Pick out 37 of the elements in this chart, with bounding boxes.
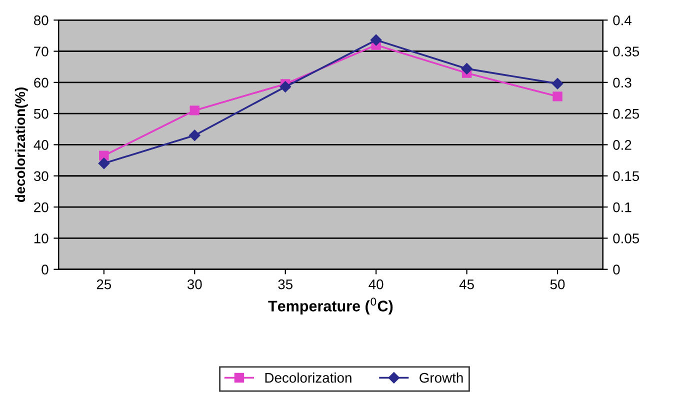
x-axis-title: Temperature ($^{0}$C) (268, 298, 393, 315)
point (98, 158, 110, 170)
point (189, 130, 200, 141)
point (552, 78, 564, 90)
y2-tick-label: 0 (613, 264, 620, 275)
x-tick-label: 30 (187, 279, 202, 290)
x-tick-label: 25 (96, 279, 112, 290)
point (461, 63, 472, 74)
y-tick-label: 40 (34, 140, 48, 150)
y2-tick-label: 0.05 (613, 234, 640, 244)
x-tick-label: 35 (278, 279, 293, 290)
y2-tick-label: 0.2 (613, 140, 632, 150)
y-tick-label: 50 (34, 108, 48, 119)
x-tick-label: 45 (459, 280, 474, 290)
y2-tick-label: 0.3 (613, 78, 632, 88)
point (552, 92, 562, 102)
y-tick-label: 80 (34, 15, 48, 26)
y2-tick-label: 0.15 (613, 171, 640, 182)
point (370, 34, 382, 46)
y2-tick-label: 0.35 (613, 46, 640, 56)
x-tick-label: 50 (550, 279, 565, 290)
legend-label: Decolorization (265, 372, 352, 383)
y-tick-label: 60 (34, 78, 48, 88)
y-axis-title: decolorization(%) (14, 88, 28, 202)
legend-label: Growth (420, 372, 463, 383)
y2-tick-label: 0.4 (613, 15, 632, 26)
y-tick-label: 20 (34, 202, 48, 212)
y2-tick-label: 0.25 (613, 108, 640, 119)
y-tick-label: 0 (42, 264, 48, 275)
x-tick-label: 40 (368, 279, 384, 290)
y-tick-label: 10 (34, 234, 48, 244)
point (280, 81, 291, 92)
y2-tick-label: 0.1 (613, 202, 632, 212)
y-tick-label: 30 (34, 171, 48, 182)
point (190, 106, 200, 116)
point (99, 150, 109, 160)
y-tick-label: 70 (34, 46, 48, 56)
